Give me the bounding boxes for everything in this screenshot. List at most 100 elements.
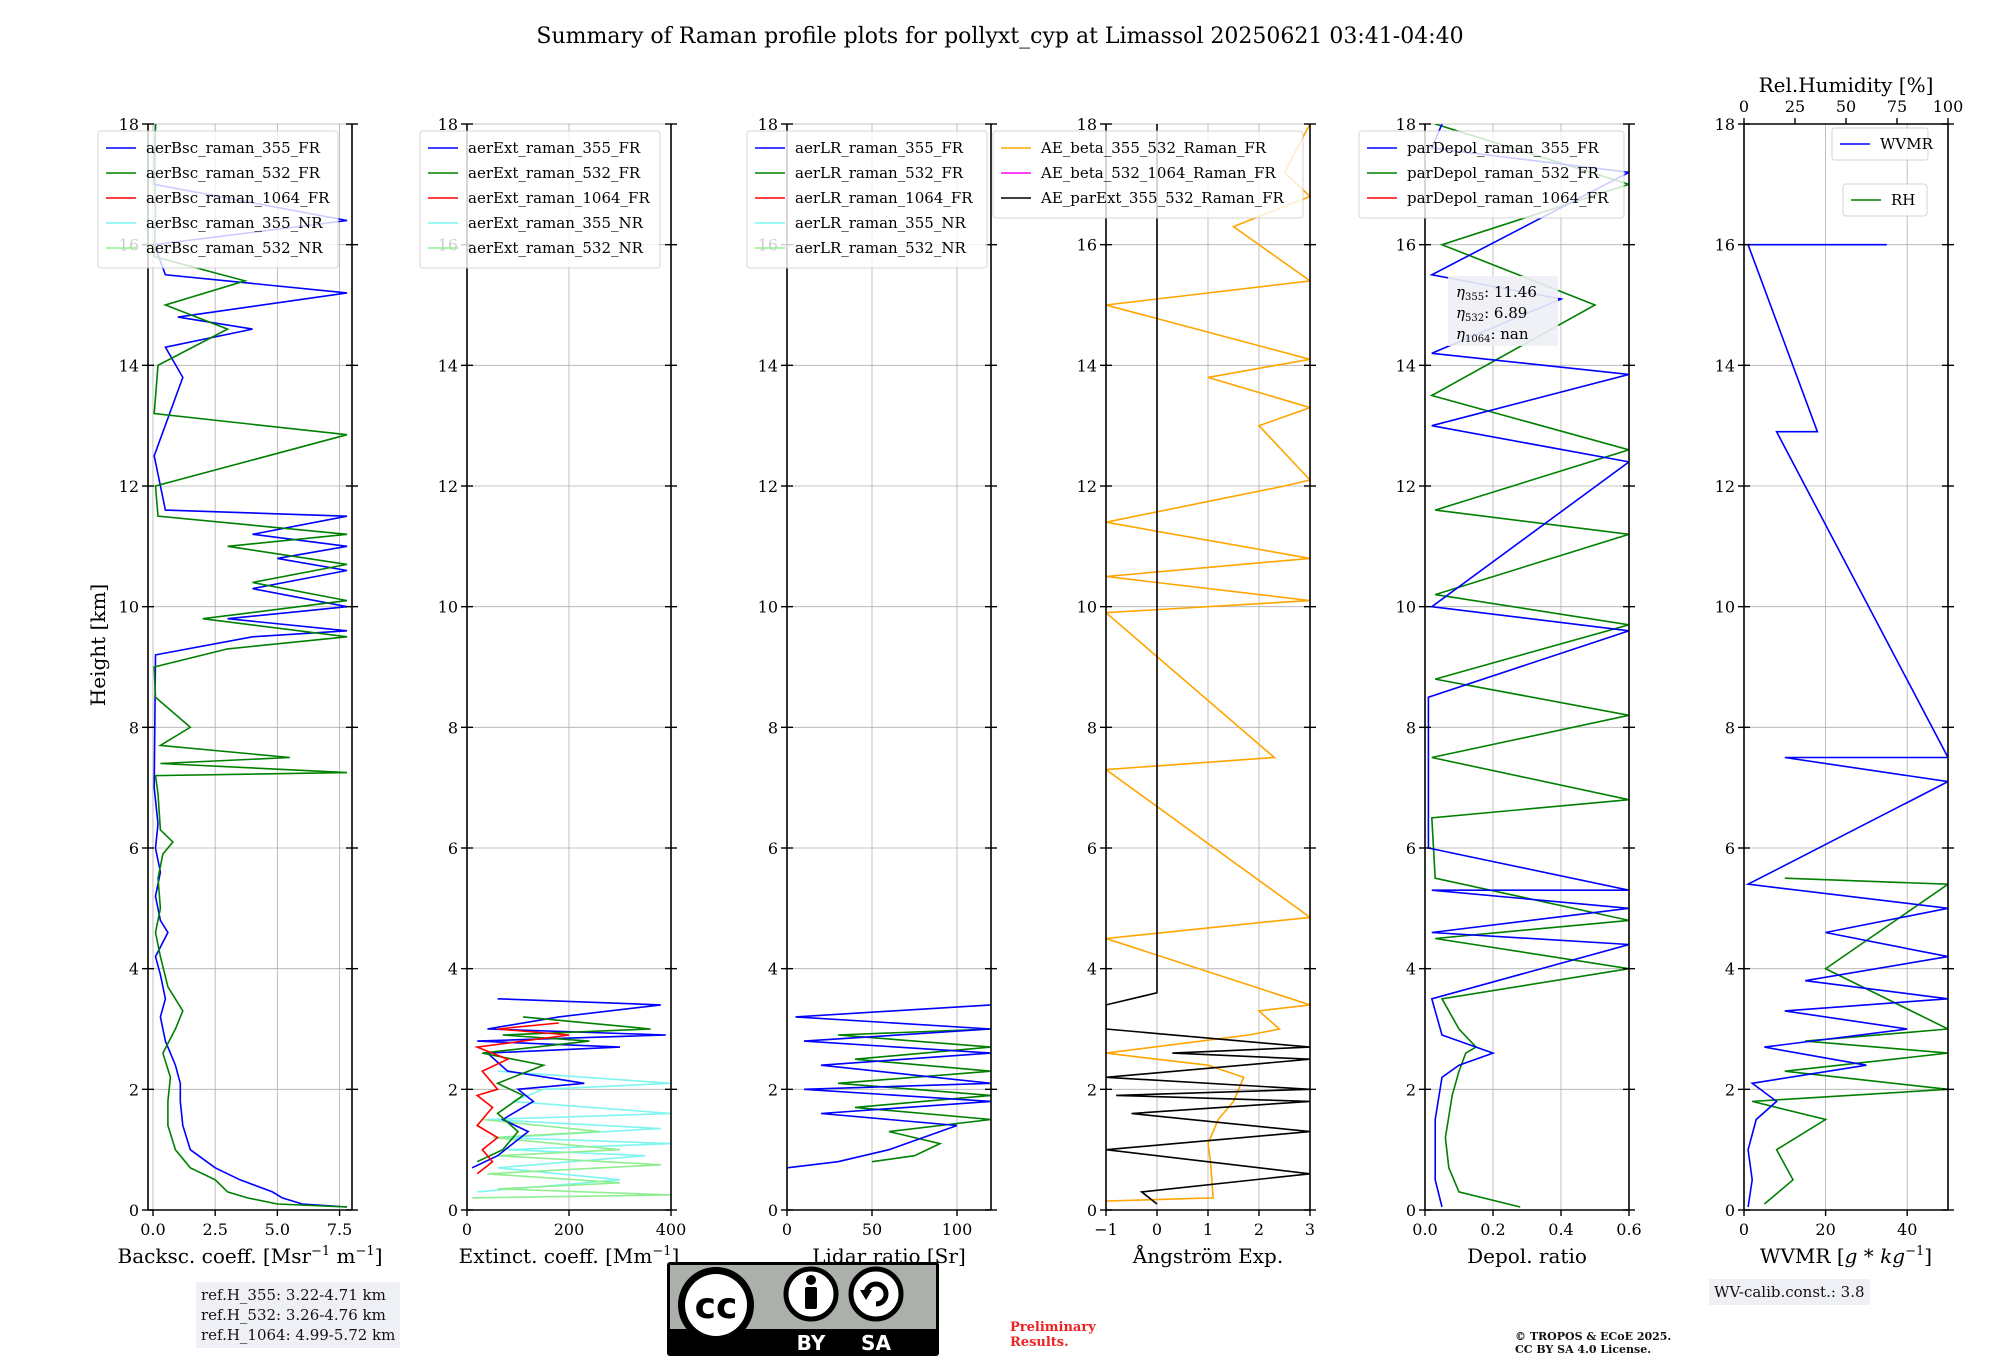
legend-entry: aerExt_raman_355_FR — [468, 139, 641, 157]
legend-entry: AE_beta_355_532_Raman_FR — [1040, 139, 1267, 157]
legend: aerBsc_raman_355_FR aerBsc_raman_532_FRae… — [97, 130, 339, 269]
x-tick-label: 2.5 — [202, 1220, 227, 1239]
y-tick-label: 16 — [1077, 236, 1097, 255]
x-axis-label: Ångström Exp. — [1132, 1243, 1283, 1268]
legend-entry: aerExt_raman_355_NR — [468, 214, 644, 232]
x-tick-label: 100 — [942, 1220, 973, 1239]
x-tick-label: 0 — [1739, 1220, 1749, 1239]
x-tick-label: −1 — [1094, 1220, 1118, 1239]
preliminary-line2: Results. — [1010, 1335, 1069, 1350]
share-alike-icon — [848, 1266, 904, 1322]
eta532-symbol: η — [1456, 304, 1465, 322]
y-tick-label: 12 — [119, 477, 139, 496]
y-tick-label: 10 — [119, 598, 139, 617]
y-tick-label: 6 — [1406, 839, 1416, 858]
y-tick-label: 12 — [1077, 477, 1097, 496]
y-tick-label: 12 — [1396, 477, 1416, 496]
x-tick-label: 7.5 — [327, 1220, 352, 1239]
legend: aerExt_raman_355_FR aerExt_raman_532_FRae… — [419, 130, 661, 269]
preliminary-line1: Preliminary — [1010, 1320, 1096, 1335]
cc-sa-label: SA — [861, 1331, 891, 1355]
y-tick-label: 0 — [129, 1201, 139, 1220]
eta1064-sub: 1064 — [1465, 334, 1490, 345]
ref-height-1064: ref.H_1064: 4.99-5.72 km — [201, 1326, 396, 1344]
panel-2: 0246810121416180200400Extinct. coeff. [M… — [419, 115, 686, 1268]
y-tick-label: 2 — [1725, 1080, 1735, 1099]
y-tick-label: 14 — [1715, 356, 1735, 375]
wv-calib-constant: WV-calib.const.: 3.8 — [1714, 1283, 1865, 1301]
eta532-sub: 532 — [1465, 313, 1484, 324]
y-tick-label: 8 — [1087, 718, 1097, 737]
x-tick-label: 0.2 — [1480, 1220, 1505, 1239]
legend: parDepol_raman_355_FR parDepol_raman_532_… — [1358, 130, 1625, 219]
top-x-tick-label: 50 — [1836, 97, 1856, 116]
y-tick-label: 10 — [1396, 598, 1416, 617]
figure-title: Summary of Raman profile plots for polly… — [536, 24, 1463, 49]
y-tick-label: 4 — [1406, 960, 1416, 979]
y-tick-label: 0 — [1725, 1201, 1735, 1220]
y-tick-label: 12 — [438, 477, 458, 496]
y-tick-label: 0 — [1406, 1201, 1416, 1220]
y-tick-label: 8 — [768, 718, 778, 737]
wv-calib-box: WV-calib.const.: 3.8 — [1709, 1279, 1870, 1305]
y-tick-label: 4 — [768, 960, 778, 979]
x-axis-label: WVMR [g * kg−1] — [1760, 1244, 1932, 1268]
legend-entry: aerBsc_raman_1064_FR — [146, 189, 330, 207]
eta1064-value: : nan — [1490, 325, 1528, 343]
legend-entry: aerExt_raman_1064_FR — [468, 189, 650, 207]
top-x-axis-label: Rel.Humidity [%] — [1759, 73, 1934, 97]
legend-entry: aerBsc_raman_355_FR — [146, 139, 321, 157]
cc-logo-text: cc — [695, 1286, 738, 1327]
x-tick-label: 0 — [1152, 1220, 1162, 1239]
y-tick-label: 0 — [1087, 1201, 1097, 1220]
legend-entry: aerLR_raman_532_NR — [795, 239, 966, 257]
y-tick-label: 6 — [448, 839, 458, 858]
panel-3: 024681012141618050100Lidar ratio [Sr]aer… — [746, 115, 997, 1268]
y-tick-label: 8 — [1725, 718, 1735, 737]
legend-entry: parDepol_raman_355_FR — [1407, 139, 1600, 157]
copyright-note: © TROPOS & ECoE 2025. CC BY SA 4.0 Licen… — [1515, 1330, 1671, 1356]
y-tick-label: 2 — [129, 1080, 139, 1099]
series-aerExt_raman_532_NR — [472, 1118, 671, 1199]
eta1064-symbol: η — [1456, 325, 1465, 343]
series-aerBsc_raman_355_FR — [153, 124, 348, 1208]
series-aerExt_raman_532_FR — [476, 1016, 651, 1163]
x-tick-label: 200 — [554, 1220, 585, 1239]
x-tick-label: 5.0 — [265, 1220, 290, 1239]
y-tick-label: 18 — [1077, 115, 1097, 134]
legend-entry: AE_beta_532_1064_Raman_FR — [1040, 164, 1276, 182]
series-parDepol_raman_532_FR — [1429, 124, 1629, 1208]
y-tick-label: 8 — [1406, 718, 1416, 737]
x-tick-label: 0.6 — [1616, 1220, 1641, 1239]
y-tick-label: 12 — [758, 477, 778, 496]
legend-entry: aerBsc_raman_532_NR — [146, 239, 323, 257]
y-tick-label: 18 — [758, 115, 778, 134]
y-tick-label: 2 — [1087, 1080, 1097, 1099]
x-tick-label: 0 — [462, 1220, 472, 1239]
y-tick-label: 6 — [1087, 839, 1097, 858]
series-aerLR_raman_355_FR — [787, 1004, 991, 1169]
y-tick-label: 4 — [1725, 960, 1735, 979]
x-tick-label: 1 — [1203, 1220, 1213, 1239]
reference-height-box: ref.H_355: 3.22-4.71 km ref.H_532: 3.26-… — [196, 1282, 401, 1348]
y-tick-label: 10 — [1077, 598, 1097, 617]
eta532-value: : 6.89 — [1484, 304, 1527, 322]
legend: aerLR_raman_355_FR aerLR_raman_532_FR aerL… — [746, 130, 988, 269]
y-tick-label: 2 — [1406, 1080, 1416, 1099]
top-x-tick-label: 100 — [1933, 97, 1964, 116]
y-tick-label: 14 — [1077, 356, 1097, 375]
x-tick-label: 3 — [1305, 1220, 1315, 1239]
series-RH — [1752, 877, 1948, 1205]
y-tick-label: 14 — [758, 356, 778, 375]
eta355-value: : 11.46 — [1484, 283, 1537, 301]
legend: AE_beta_355_532_Raman_FR AE_beta_532_1064… — [992, 130, 1304, 219]
x-tick-label: 0.0 — [1412, 1220, 1437, 1239]
x-tick-label: 0.0 — [140, 1220, 165, 1239]
top-x-tick-label: 75 — [1887, 97, 1907, 116]
series-aerLR_raman_532_FR — [837, 1028, 991, 1163]
series-AE_parExt_355_532_Raman_FR — [1106, 124, 1310, 1205]
y-tick-label: 6 — [1725, 839, 1735, 858]
y-tick-label: 14 — [1396, 356, 1416, 375]
top-x-tick-label: 0 — [1739, 97, 1749, 116]
